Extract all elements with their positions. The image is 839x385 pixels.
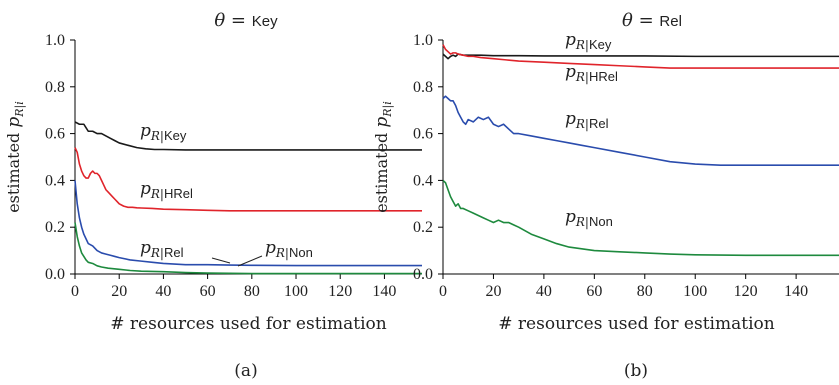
label-subscript: R| (575, 117, 589, 131)
series-line-hrel (442, 44, 839, 69)
label-symbol: p (265, 238, 276, 258)
series-label-hrel: pR|HRel (140, 179, 193, 201)
chart-title: θ = Key (214, 10, 278, 31)
y-axis-label-symbol: p (4, 117, 24, 128)
title-value: Key (252, 13, 278, 30)
x-tick-label: 120 (734, 283, 758, 300)
y-tick-label: 0.8 (413, 79, 433, 96)
series-label-rel: pR|Rel (565, 109, 609, 131)
y-tick-label: 0.6 (45, 126, 65, 143)
y-tick-label: 0.8 (45, 79, 65, 96)
label-name: Key (589, 37, 612, 52)
x-tick-label: 60 (200, 283, 216, 300)
series-line-non (74, 222, 422, 275)
series-label-key: pR|Key (565, 30, 612, 52)
chart-panel-b: 0.00.20.40.60.81.00 20 40 60 80 100 120 140pR|K… (372, 10, 839, 381)
series-line-hrel (74, 147, 422, 212)
label-symbol: p (140, 179, 151, 199)
y-tick-label: 0.0 (45, 266, 65, 283)
label-name: Rel (164, 245, 184, 260)
series-line-key (442, 53, 839, 60)
series-label-leader (237, 255, 263, 267)
x-tick-label: 0 (439, 283, 447, 300)
label-subscript: R| (575, 215, 589, 229)
label-name: Key (164, 128, 187, 143)
label-subscript: R| (150, 246, 164, 260)
series-line-rel (442, 95, 839, 166)
label-name: HRel (589, 69, 618, 84)
y-tick-label: 1.0 (45, 32, 65, 49)
series-label-hrel: pR|HRel (565, 62, 618, 84)
label-subscript: R| (150, 129, 164, 143)
y-axis-label-text: estimated (4, 128, 23, 213)
x-axis-label: # resources used for estimation (498, 314, 774, 334)
series-line-rel (74, 180, 422, 267)
series-label-non: pR|Non (265, 238, 313, 260)
x-tick-label: 20 (111, 283, 127, 300)
y-tick-label: 0.4 (45, 172, 65, 189)
x-tick-label: 140 (372, 283, 396, 300)
label-symbol: p (565, 30, 576, 50)
y-tick-label: 0.6 (413, 126, 433, 143)
y-axis-label-text: estimated (372, 128, 391, 213)
series-label-non: pR|Non (565, 207, 613, 229)
y-tick-label: 0.2 (413, 219, 433, 236)
label-name: Non (589, 214, 613, 229)
label-name: Rel (589, 116, 609, 131)
label-subscript: R| (150, 187, 164, 201)
label-symbol: p (565, 62, 576, 82)
panel-caption: (b) (624, 361, 648, 381)
y-axis-label-symbol: p (372, 117, 392, 128)
x-tick-label: 100 (284, 283, 308, 300)
y-axis-label-subscript: R|i (381, 101, 395, 118)
x-axis-label: # resources used for estimation (110, 314, 386, 334)
x-tick-label: 20 (485, 283, 501, 300)
label-name: Non (289, 245, 313, 260)
chart-title: θ = Rel (622, 10, 682, 31)
label-subscript: R| (575, 70, 589, 84)
series-line-non (442, 179, 839, 257)
y-axis-label-subscript: R|i (13, 101, 27, 118)
label-subscript: R| (575, 38, 589, 52)
x-tick-label: 0 (71, 283, 79, 300)
panel-caption: (a) (234, 361, 257, 381)
x-tick-label: 40 (155, 283, 171, 300)
y-axis-label: estimated pR|i (372, 101, 395, 213)
y-tick-label: 0.4 (413, 172, 433, 189)
x-tick-label: 40 (536, 283, 552, 300)
x-tick-label: 120 (328, 283, 352, 300)
chart-panel-a: 0.00.20.40.60.81.00 20 40 60 80 100 120 140pR|K… (4, 10, 422, 381)
x-tick-label: 140 (784, 283, 808, 300)
series-line-key (74, 121, 422, 151)
series-label-key: pR|Key (140, 121, 187, 143)
label-symbol: p (140, 121, 151, 141)
title-value: Rel (659, 13, 682, 30)
title-prefix: θ = (622, 10, 659, 31)
label-symbol: p (565, 207, 576, 227)
label-symbol: p (565, 109, 576, 129)
y-tick-label: 0.2 (45, 219, 65, 236)
series-label-rel: pR|Rel (140, 238, 184, 260)
y-axis-label: estimated pR|i (4, 101, 27, 213)
x-tick-label: 60 (586, 283, 602, 300)
y-tick-label: 1.0 (413, 32, 433, 49)
x-tick-label: 80 (637, 283, 653, 300)
label-symbol: p (140, 238, 151, 258)
title-prefix: θ = (214, 10, 251, 31)
label-name: HRel (164, 186, 193, 201)
x-tick-label: 80 (244, 283, 260, 300)
series-label-leader (211, 257, 231, 264)
label-subscript: R| (275, 246, 289, 260)
y-tick-label: 0.0 (413, 266, 433, 283)
x-tick-label: 100 (683, 283, 707, 300)
